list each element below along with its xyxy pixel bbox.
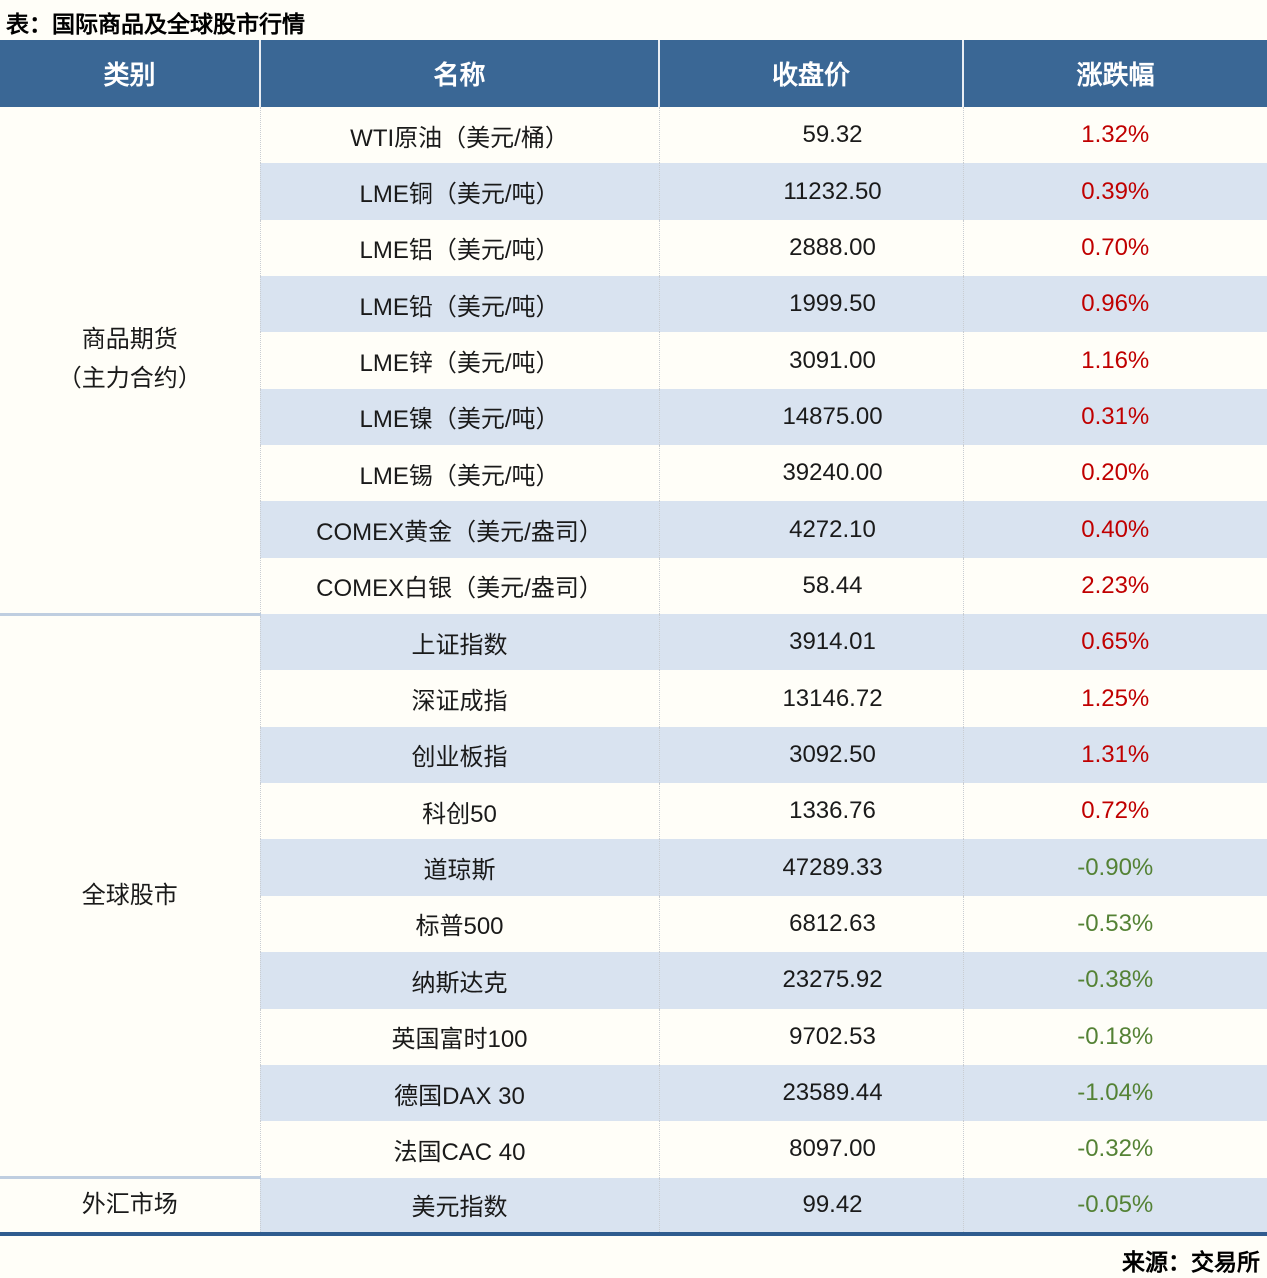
close-cell: 3092.50 xyxy=(658,726,963,784)
name-cell: LME锌（美元/吨） xyxy=(259,332,659,389)
change-cell: 2.23% xyxy=(962,557,1267,615)
change-cell: -0.18% xyxy=(962,1008,1267,1065)
close-cell: 1999.50 xyxy=(658,276,963,333)
name-cell: LME铝（美元/吨） xyxy=(259,219,659,277)
table-row: 科创50 1336.76 0.72% xyxy=(0,783,1267,840)
name-cell: 英国富时100 xyxy=(259,1008,659,1065)
table-row: LME锡（美元/吨） 39240.00 0.20% xyxy=(0,445,1267,502)
close-cell: 4272.10 xyxy=(658,501,963,558)
table-row: 英国富时100 9702.53 -0.18% xyxy=(0,1008,1267,1065)
name-cell: COMEX黄金（美元/盎司） xyxy=(259,501,659,558)
category-cell-global-stocks: 全球股市 xyxy=(0,614,260,1180)
close-cell: 23589.44 xyxy=(658,1064,963,1122)
change-cell: 0.39% xyxy=(962,163,1267,220)
close-cell: 59.32 xyxy=(658,107,963,164)
name-cell: 道琼斯 xyxy=(259,839,659,896)
category-cell-forex: 外汇市场 xyxy=(0,1178,260,1234)
column-header-change: 涨跌幅 xyxy=(962,40,1267,107)
change-cell: -0.90% xyxy=(962,839,1267,896)
table-row: LME铜（美元/吨） 11232.50 0.39% xyxy=(0,163,1267,220)
close-cell: 3091.00 xyxy=(658,332,963,389)
table-row: 深证成指 13146.72 1.25% xyxy=(0,670,1267,727)
name-cell: 深证成指 xyxy=(259,670,659,727)
close-cell: 6812.63 xyxy=(658,895,963,953)
market-quotes-table: 类别 名称 收盘价 涨跌幅 商品期货 （主力合约） WTI原油（美元/桶） 59… xyxy=(0,40,1267,1236)
change-cell: -0.53% xyxy=(962,895,1267,953)
header-row: 类别 名称 收盘价 涨跌幅 xyxy=(0,40,1267,107)
change-cell: 1.25% xyxy=(962,670,1267,727)
table-row: 创业板指 3092.50 1.31% xyxy=(0,726,1267,784)
change-cell: 0.65% xyxy=(962,614,1267,671)
table-row: 纳斯达克 23275.92 -0.38% xyxy=(0,952,1267,1009)
change-cell: 0.72% xyxy=(962,783,1267,840)
name-cell: 纳斯达克 xyxy=(259,952,659,1009)
name-cell: COMEX白银（美元/盎司） xyxy=(259,557,659,615)
change-cell: -0.05% xyxy=(962,1177,1267,1234)
table-row: 标普500 6812.63 -0.53% xyxy=(0,895,1267,953)
change-cell: 0.96% xyxy=(962,276,1267,333)
column-header-name: 名称 xyxy=(259,40,659,107)
close-cell: 39240.00 xyxy=(658,445,963,502)
close-cell: 9702.53 xyxy=(658,1008,963,1065)
category-label-line: 外汇市场 xyxy=(81,1191,178,1219)
table-row: 全球股市 上证指数 3914.01 0.65% xyxy=(0,614,1267,1180)
close-cell: 8097.00 xyxy=(658,1121,963,1178)
name-cell: LME铅（美元/吨） xyxy=(259,276,659,333)
change-cell: 0.70% xyxy=(962,219,1267,277)
close-cell: 99.42 xyxy=(658,1177,963,1234)
category-label-line: （主力合约） xyxy=(57,364,202,392)
name-cell: 上证指数 xyxy=(259,614,659,671)
table-row: COMEX黄金（美元/盎司） 4272.10 0.40% xyxy=(0,501,1267,558)
name-cell: 标普500 xyxy=(259,895,659,953)
change-cell: -0.38% xyxy=(962,952,1267,1009)
table-row: LME铅（美元/吨） 1999.50 0.96% xyxy=(0,276,1267,333)
table-row: COMEX白银（美元/盎司） 58.44 2.23% xyxy=(0,557,1267,615)
table-row: LME锌（美元/吨） 3091.00 1.16% xyxy=(0,332,1267,389)
table-row: LME镍（美元/吨） 14875.00 0.31% xyxy=(0,388,1267,446)
table-row: 法国CAC 40 8097.00 -0.32% xyxy=(0,1121,1267,1178)
category-label-line: 全球股市 xyxy=(81,881,178,909)
change-cell: 0.31% xyxy=(962,388,1267,446)
table-row: 商品期货 （主力合约） WTI原油（美元/桶） 59.32 1.32% xyxy=(0,107,1267,616)
column-header-close: 收盘价 xyxy=(658,40,963,107)
close-cell: 1336.76 xyxy=(658,783,963,840)
name-cell: LME铜（美元/吨） xyxy=(259,163,659,220)
change-cell: 1.32% xyxy=(962,107,1267,164)
table-row: 道琼斯 47289.33 -0.90% xyxy=(0,839,1267,896)
close-cell: 58.44 xyxy=(658,557,963,615)
name-cell: 美元指数 xyxy=(259,1177,659,1234)
source-note: 来源：交易所 xyxy=(1122,1248,1260,1275)
table-row: 德国DAX 30 23589.44 -1.04% xyxy=(0,1064,1267,1122)
change-cell: -1.04% xyxy=(962,1064,1267,1122)
name-cell: WTI原油（美元/桶） xyxy=(259,107,659,164)
name-cell: 科创50 xyxy=(259,783,659,840)
change-cell: 1.31% xyxy=(962,726,1267,784)
close-cell: 2888.00 xyxy=(658,219,963,277)
name-cell: 法国CAC 40 xyxy=(259,1121,659,1178)
close-cell: 23275.92 xyxy=(658,952,963,1009)
change-cell: -0.32% xyxy=(962,1121,1267,1178)
change-cell: 1.16% xyxy=(962,332,1267,389)
page-title: 表：国际商品及全球股市行情 xyxy=(6,11,305,37)
name-cell: 创业板指 xyxy=(259,726,659,784)
name-cell: LME镍（美元/吨） xyxy=(259,388,659,446)
category-label-line: 商品期货 xyxy=(81,326,178,354)
close-cell: 11232.50 xyxy=(658,163,963,220)
close-cell: 47289.33 xyxy=(658,839,963,896)
change-cell: 0.20% xyxy=(962,445,1267,502)
change-cell: 0.40% xyxy=(962,501,1267,558)
name-cell: 德国DAX 30 xyxy=(259,1064,659,1122)
category-cell-commodity-futures: 商品期货 （主力合约） xyxy=(0,107,260,616)
close-cell: 13146.72 xyxy=(658,670,963,727)
table-row: 外汇市场 美元指数 99.42 -0.05% xyxy=(0,1177,1267,1234)
name-cell: LME锡（美元/吨） xyxy=(259,445,659,502)
column-header-category: 类别 xyxy=(0,40,260,107)
close-cell: 3914.01 xyxy=(658,614,963,671)
table-row: LME铝（美元/吨） 2888.00 0.70% xyxy=(0,219,1267,277)
close-cell: 14875.00 xyxy=(658,388,963,446)
